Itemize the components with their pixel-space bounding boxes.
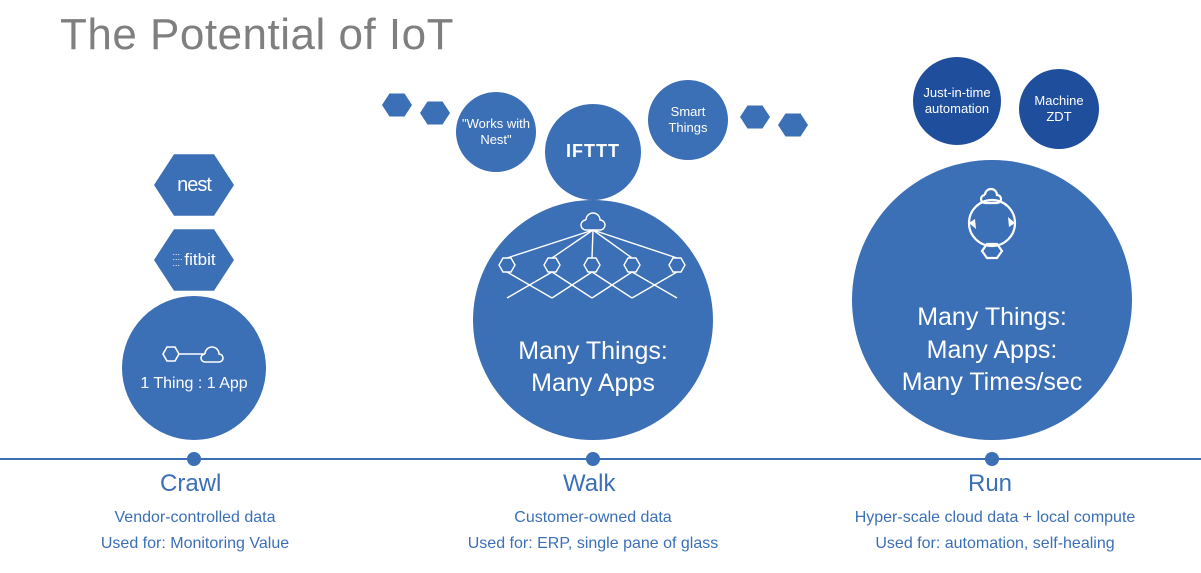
hex-fitbit-label: fitbit <box>184 250 215 270</box>
walk-circle-ifttt-label: IFTTT <box>566 141 620 163</box>
run-circle-jit: Just-in-time automation <box>913 57 1001 145</box>
stage-sub2-walk: Used for: ERP, single pane of glass <box>393 531 793 557</box>
walk-circle-ifttt: IFTTT <box>545 104 641 200</box>
main-circle-run-line1: Many Things: <box>902 301 1083 334</box>
stage-label-walk: Walk <box>563 470 615 498</box>
run-circle-zdt: Machine ZDT <box>1019 69 1099 149</box>
walk-smallhex-1 <box>382 92 412 118</box>
stage-label-run: Run <box>968 470 1012 498</box>
walk-circle-smartthings: Smart Things <box>648 80 728 160</box>
stage-sub-walk: Customer-owned data Used for: ERP, singl… <box>393 505 793 556</box>
main-circle-crawl-text: 1 Thing : 1 App <box>140 375 247 393</box>
mesh-icon <box>473 200 713 320</box>
main-circle-walk-line1: Many Things: <box>518 336 668 367</box>
main-circle-run: Many Things: Many Apps: Many Times/sec <box>852 160 1132 440</box>
main-circle-run-line3: Many Times/sec <box>902 366 1083 399</box>
stage-sub2-crawl: Used for: Monitoring Value <box>0 531 395 557</box>
stage-sub2-run: Used for: automation, self-healing <box>795 531 1195 557</box>
main-circle-run-line2: Many Apps: <box>902 334 1083 367</box>
timeline-axis <box>0 458 1201 460</box>
stage-sub-crawl: Vendor-controlled data Used for: Monitor… <box>0 505 395 556</box>
run-circle-zdt-label: Machine ZDT <box>1019 93 1099 124</box>
stage-sub1-run: Hyper-scale cloud data + local compute <box>795 505 1195 531</box>
timeline-dot-run <box>985 452 999 466</box>
stage-sub1-walk: Customer-owned data <box>393 505 793 531</box>
fitbit-dots-icon: ∙∙∙∙∙∙∙∙∙∙ <box>172 252 182 268</box>
walk-smallhex-4 <box>778 112 808 138</box>
run-circle-jit-label: Just-in-time automation <box>913 85 1001 116</box>
walk-smallhex-3 <box>740 104 770 130</box>
walk-circle-nest: "Works with Nest" <box>456 92 536 172</box>
main-circle-walk-line2: Many Apps <box>518 368 668 399</box>
walk-smallhex-2 <box>420 100 450 126</box>
stage-sub-run: Hyper-scale cloud data + local compute U… <box>795 505 1195 556</box>
timeline-dot-crawl <box>187 452 201 466</box>
page-title: The Potential of IoT <box>60 10 454 60</box>
hex-nest: nest <box>154 150 234 220</box>
cycle-icon <box>947 178 1037 268</box>
hex-nest-label: nest <box>177 174 211 197</box>
hex-fitbit: ∙∙∙∙∙∙∙∙∙∙fitbit <box>154 225 234 295</box>
stage-sub1-crawl: Vendor-controlled data <box>0 505 395 531</box>
walk-circle-smartthings-label: Smart Things <box>648 104 728 135</box>
main-circle-crawl: 1 Thing : 1 App <box>122 296 266 440</box>
timeline-dot-walk <box>586 452 600 466</box>
main-circle-walk: Many Things: Many Apps <box>473 200 713 440</box>
thing-app-icon <box>159 343 229 365</box>
walk-circle-nest-label: "Works with Nest" <box>456 116 536 147</box>
stage-label-crawl: Crawl <box>160 470 221 498</box>
